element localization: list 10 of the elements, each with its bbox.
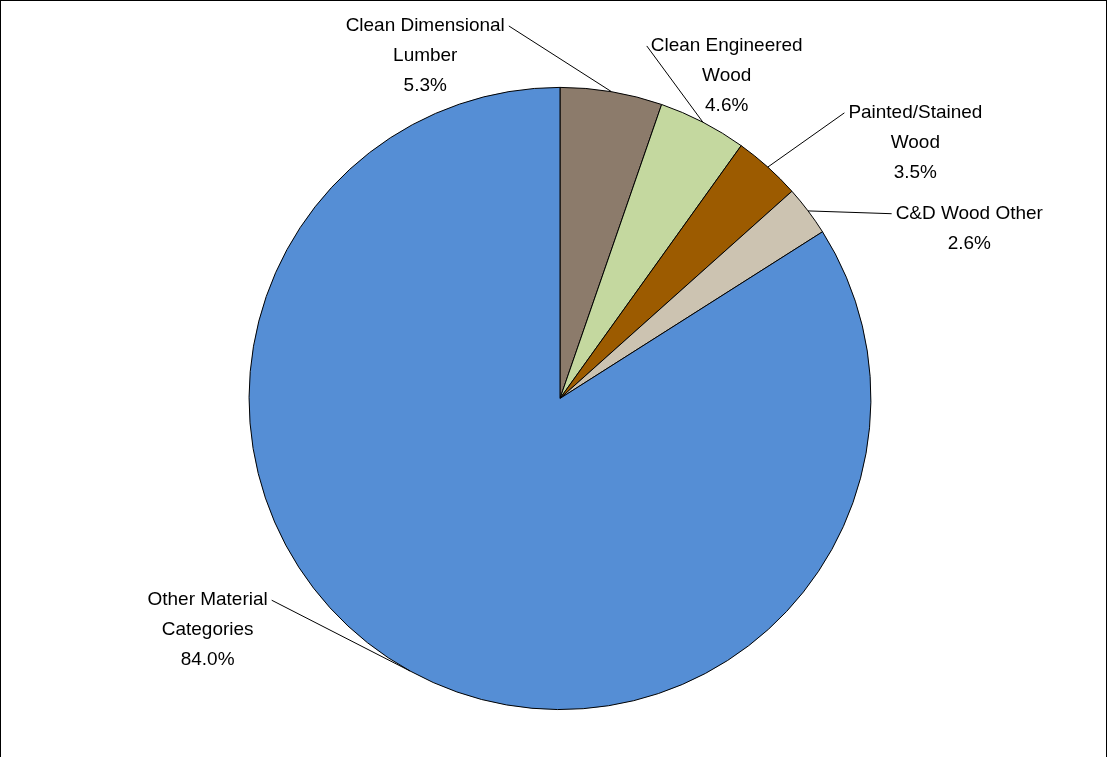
slice-label: Clean Dimensional Lumber xyxy=(345,14,505,66)
data-label: 84.0% xyxy=(180,648,235,670)
data-label: 2.6% xyxy=(947,231,991,253)
data-label: 5.3% xyxy=(403,74,447,96)
data-label: 3.5% xyxy=(893,161,938,182)
slice-label: C&D Wood Other xyxy=(895,201,1043,223)
slice-label: Clean Engineered Wood xyxy=(650,34,803,86)
data-label: 4.6% xyxy=(705,94,749,116)
slice-label: Other Material Categories xyxy=(147,588,268,640)
slice-label: Painted/Stained Wood xyxy=(848,101,983,153)
